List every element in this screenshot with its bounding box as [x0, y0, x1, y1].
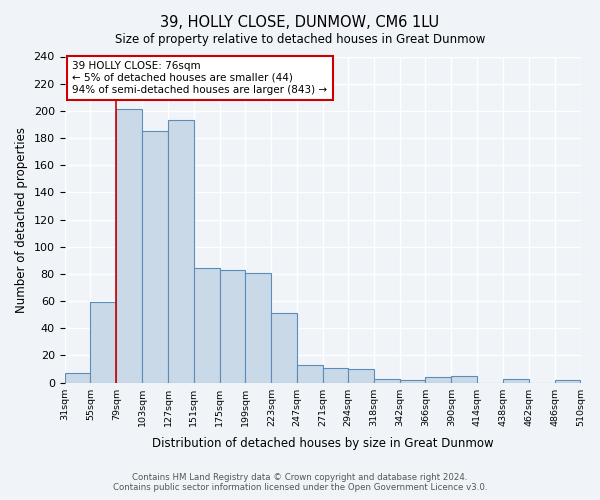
Bar: [503, 378, 529, 382]
Text: Size of property relative to detached houses in Great Dunmow: Size of property relative to detached ho…: [115, 32, 485, 46]
Bar: [451, 376, 477, 382]
Bar: [245, 272, 271, 382]
Text: Contains HM Land Registry data © Crown copyright and database right 2024.
Contai: Contains HM Land Registry data © Crown c…: [113, 473, 487, 492]
Bar: [116, 110, 142, 382]
Bar: [400, 380, 425, 382]
Bar: [271, 314, 297, 382]
X-axis label: Distribution of detached houses by size in Great Dunmow: Distribution of detached houses by size …: [152, 437, 493, 450]
Bar: [194, 268, 220, 382]
Bar: [348, 369, 374, 382]
Bar: [91, 302, 116, 382]
Y-axis label: Number of detached properties: Number of detached properties: [15, 126, 28, 312]
Bar: [374, 378, 400, 382]
Bar: [323, 368, 348, 382]
Text: 39 HOLLY CLOSE: 76sqm
← 5% of detached houses are smaller (44)
94% of semi-detac: 39 HOLLY CLOSE: 76sqm ← 5% of detached h…: [72, 62, 328, 94]
Text: 39, HOLLY CLOSE, DUNMOW, CM6 1LU: 39, HOLLY CLOSE, DUNMOW, CM6 1LU: [160, 15, 440, 30]
Bar: [220, 270, 245, 382]
Bar: [168, 120, 194, 382]
Bar: [65, 373, 91, 382]
Bar: [297, 365, 323, 382]
Bar: [142, 131, 168, 382]
Bar: [425, 377, 451, 382]
Bar: [554, 380, 580, 382]
